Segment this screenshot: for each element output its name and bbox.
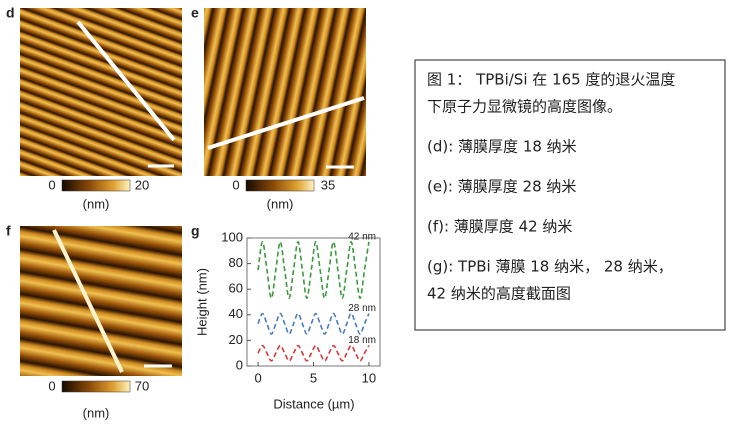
x-tick-label: 0 [254, 370, 261, 385]
caption-box [414, 59, 726, 331]
x-tick-label: 5 [310, 370, 317, 385]
x-axis-label: Distance (µm) [273, 396, 354, 411]
caption-item: (e): 薄膜厚度 28 纳米 [427, 178, 576, 196]
colorbar-unit: (nm) [83, 405, 110, 420]
afm-image [20, 226, 182, 376]
y-tick-label: 80 [229, 255, 243, 270]
y-tick-label: 60 [229, 281, 243, 296]
panel-letter: d [6, 5, 15, 21]
y-tick-label: 0 [236, 357, 243, 372]
profile-line [52, 229, 124, 373]
colorbar [61, 179, 131, 192]
colorbar-min: 0 [48, 378, 55, 393]
series-line [257, 241, 370, 299]
panel-e: e 0 35 (nm) [191, 5, 366, 211]
y-tick-label: 20 [229, 332, 243, 347]
caption-item: 42 纳米的高度截面图 [427, 285, 571, 303]
colorbar [245, 179, 315, 192]
y-tick-label: 40 [229, 306, 243, 321]
panel-f: f 0 70 (nm) [6, 223, 182, 420]
caption-title: 图 1： TPBi/Si 在 165 度的退火温度 [427, 71, 675, 89]
panel-letter: e [191, 5, 199, 21]
series-line [257, 344, 370, 362]
panel-d: d 0 20 (nm) [6, 5, 182, 211]
afm-image [204, 8, 366, 176]
profile-line [207, 96, 365, 150]
series-label: 28 nm [348, 303, 376, 314]
caption-item: (f): 薄膜厚度 42 纳米 [427, 218, 572, 236]
y-tick-label: 100 [221, 229, 243, 244]
series-label: 42 nm [348, 231, 376, 242]
colorbar-min: 0 [232, 177, 239, 192]
panel-letter: f [6, 223, 11, 239]
colorbar-max: 35 [321, 177, 335, 192]
colorbar-max: 20 [135, 177, 149, 192]
series-label: 18 nm [348, 335, 376, 346]
caption-item: (g): TPBi 薄膜 18 纳米， 28 纳米， [427, 258, 673, 276]
series-line [257, 312, 370, 335]
panel-letter: g [191, 223, 200, 239]
colorbar-min: 0 [48, 177, 55, 192]
y-axis-label: Height (nm) [194, 268, 209, 336]
caption-title: 下原子力显微镜的高度图像。 [427, 98, 622, 116]
profile-line [76, 20, 176, 142]
colorbar-max: 70 [135, 378, 149, 393]
panel-g: g Distance (µm) Height (nm) 020406080100… [191, 223, 381, 411]
colorbar-unit: (nm) [267, 196, 294, 211]
colorbar-unit: (nm) [83, 196, 110, 211]
x-tick-label: 10 [362, 370, 376, 385]
afm-image [20, 8, 182, 176]
caption-item: (d): 薄膜厚度 18 纳米 [427, 138, 577, 156]
colorbar [61, 380, 131, 393]
